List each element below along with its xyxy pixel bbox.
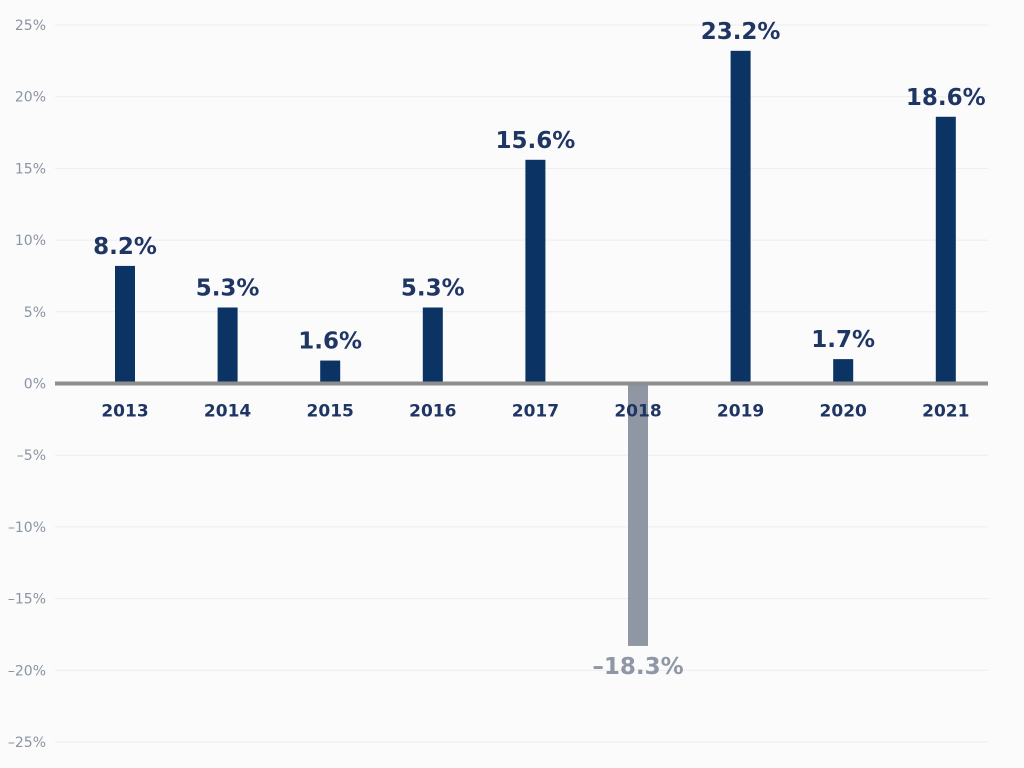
bar-2015 [320, 360, 341, 384]
x-tick-label: 2016 [409, 402, 456, 422]
bars [115, 50, 956, 646]
x-tick-label: 2020 [820, 402, 867, 422]
y-tick-label: –5% [17, 448, 46, 464]
value-label: 8.2% [93, 234, 157, 260]
x-tick-label: 2019 [717, 402, 764, 422]
y-tick-label: 10% [15, 233, 46, 249]
x-tick-label: 2018 [614, 402, 661, 422]
y-tick-label: 0% [24, 377, 46, 393]
value-labels: 8.2% 5.3% 1.6% 5.3% 15.6% –18.3% 23.2% 1.7% 18.6… [93, 19, 986, 680]
value-label: –18.3% [592, 654, 683, 680]
bar-2021 [935, 116, 956, 384]
x-tick-label: 2021 [922, 402, 969, 422]
value-label: 5.3% [401, 275, 465, 301]
value-label: 23.2% [701, 19, 781, 45]
bar-2019 [730, 50, 751, 384]
value-label: 5.3% [196, 275, 260, 301]
y-tick-label: –25% [8, 735, 46, 751]
y-tick-label: 5% [24, 305, 46, 321]
bar-2018 [628, 383, 648, 646]
x-tick-label: 2014 [204, 402, 251, 422]
y-tick-label: –10% [8, 520, 46, 536]
value-label: 15.6% [496, 128, 576, 154]
x-tick-label: 2013 [101, 402, 148, 422]
value-label: 18.6% [906, 85, 986, 111]
value-label: 1.6% [298, 329, 362, 355]
x-tick-label: 2015 [307, 402, 354, 422]
y-tick-label: 25% [15, 18, 46, 34]
bar-2017 [525, 159, 546, 384]
y-tick-label: 15% [15, 161, 46, 177]
bar-2016 [422, 307, 443, 384]
y-tick-label: –20% [8, 663, 46, 679]
x-tick-label: 2017 [512, 402, 559, 422]
y-tick-label: 20% [15, 90, 46, 106]
bar-2013 [115, 265, 135, 384]
gridlines [55, 24, 988, 743]
y-tick-label: –15% [8, 592, 46, 608]
bar-2014 [217, 307, 238, 384]
value-label: 1.7% [811, 327, 875, 353]
bar-2020 [833, 359, 854, 384]
y-axis: 25% 20% 15% 10% 5% 0% –5% –10% –15% –20% –25% [8, 18, 46, 751]
x-axis: 2013 2014 2015 2016 2017 2018 2019 2020 2021 [101, 402, 969, 422]
